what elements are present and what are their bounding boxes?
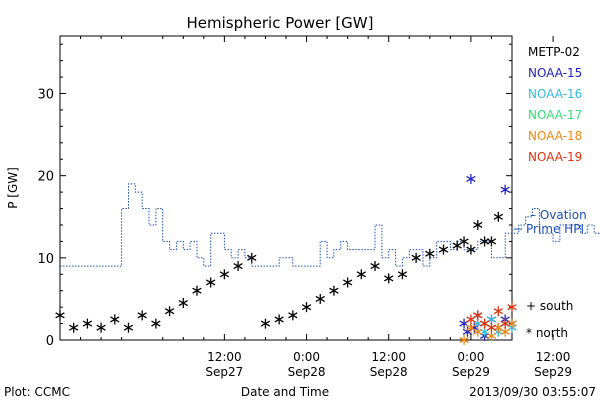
- x-tick-label-date: Sep29: [452, 365, 490, 379]
- satellite-data-points: [55, 173, 517, 345]
- footer-timestamp: 2013/09/30 03:55:07: [469, 385, 596, 399]
- data-point-noaa-19: [473, 310, 483, 321]
- data-point-metp-02: [473, 219, 483, 230]
- data-point-metp-02: [274, 314, 284, 325]
- x-axis-ticks: 12:00Sep270:00Sep2812:00Sep280:00Sep2912…: [80, 36, 572, 379]
- x-tick-label-time: 12:00: [207, 350, 242, 364]
- footer-plot-credit: Plot: CCMC: [4, 385, 70, 399]
- data-point-metp-02: [233, 261, 243, 272]
- satellite-legend: METP-02 NOAA-15 NOAA-16 NOAA-17 NOAA-18 NOAA-…: [528, 45, 582, 164]
- symbol-legend-entry: * north: [526, 326, 568, 340]
- data-point-noaa-19: [486, 322, 497, 333]
- data-point-metp-02: [247, 252, 257, 263]
- ovation-label-line2: Prime HPI: [526, 222, 584, 236]
- data-point-metp-02: [486, 236, 497, 247]
- data-point-metp-02: [356, 269, 367, 280]
- y-tick-label: 0: [46, 334, 54, 349]
- data-point-metp-02: [260, 318, 271, 329]
- x-tick-label-date: Sep29: [534, 365, 572, 379]
- data-point-metp-02: [493, 211, 503, 222]
- data-point-metp-02: [137, 310, 147, 321]
- symbol-legend-entry: + south: [526, 299, 573, 313]
- data-point-metp-02: [329, 285, 339, 296]
- chart-title: Hemispheric Power [GW]: [187, 14, 374, 32]
- data-point-noaa-19: [507, 302, 517, 313]
- data-point-metp-02: [192, 285, 202, 296]
- data-point-noaa-18: [507, 318, 517, 329]
- data-point-metp-02: [452, 240, 462, 251]
- y-axis-ticks: 0 10 20 30: [37, 43, 512, 349]
- x-tick-label-time: 0:00: [457, 350, 484, 364]
- data-point-noaa-18: [473, 326, 483, 337]
- data-point-metp-02: [110, 314, 120, 325]
- data-point-metp-02: [459, 236, 469, 247]
- data-point-metp-02: [301, 302, 312, 313]
- legend-entry-noaa-17: NOAA-17: [528, 108, 582, 122]
- legend-entry-noaa-18: NOAA-18: [528, 129, 582, 143]
- data-point-metp-02: [425, 248, 435, 259]
- data-point-metp-02: [370, 261, 380, 272]
- x-tick-label-time: 12:00: [371, 350, 406, 364]
- data-point-metp-02: [384, 273, 394, 284]
- data-point-metp-02: [69, 322, 79, 333]
- data-point-metp-02: [96, 322, 106, 333]
- data-point-metp-02: [55, 310, 65, 321]
- y-tick-label: 20: [37, 170, 54, 185]
- x-tick-label-date: Sep27: [205, 365, 243, 379]
- data-point-noaa-19: [500, 318, 510, 329]
- data-point-metp-02: [438, 244, 449, 255]
- data-point-metp-02: [219, 269, 230, 280]
- data-point-metp-02: [315, 293, 325, 304]
- data-point-metp-02: [342, 277, 353, 288]
- data-point-noaa-18: [493, 322, 503, 333]
- data-point-metp-02: [466, 244, 476, 255]
- data-point-noaa-19: [493, 306, 503, 317]
- data-point-metp-02: [164, 306, 175, 317]
- x-tick-label-date: Sep28: [288, 365, 326, 379]
- data-point-metp-02: [123, 322, 134, 333]
- data-point-metp-02: [205, 277, 216, 288]
- y-tick-label: 10: [37, 252, 54, 267]
- data-point-metp-02: [151, 318, 161, 329]
- legend-entry-noaa-16: NOAA-16: [528, 87, 582, 101]
- data-point-noaa-15: [466, 173, 476, 184]
- legend-entry-noaa-19: NOAA-19: [528, 150, 582, 164]
- x-tick-label-date: Sep28: [370, 365, 408, 379]
- hemisphere-symbol-legend: + south * north: [526, 299, 573, 340]
- plot-frame: [59, 35, 513, 341]
- y-tick-label: 30: [37, 88, 54, 103]
- y-axis-label: P [GW]: [6, 167, 20, 209]
- ovation-step-line: [60, 183, 600, 267]
- footer-x-axis-label: Date and Time: [241, 385, 329, 399]
- data-point-noaa-19: [479, 318, 490, 329]
- x-tick-label-time: 12:00: [536, 350, 571, 364]
- data-point-noaa-15: [500, 184, 510, 195]
- ovation-label-line1: – Ovation: [530, 208, 587, 222]
- legend-entry-metp-02: METP-02: [528, 45, 580, 59]
- data-point-noaa-18: [459, 335, 469, 345]
- data-point-metp-02: [82, 318, 93, 329]
- data-point-metp-02: [288, 310, 298, 321]
- data-point-metp-02: [479, 236, 490, 247]
- data-point-metp-02: [178, 298, 188, 309]
- ovation-prime-hpi-line: [60, 183, 600, 267]
- legend-entry-noaa-15: NOAA-15: [528, 66, 582, 80]
- x-tick-label-time: 0:00: [293, 350, 320, 364]
- data-point-metp-02: [397, 269, 408, 280]
- data-point-metp-02: [411, 252, 421, 263]
